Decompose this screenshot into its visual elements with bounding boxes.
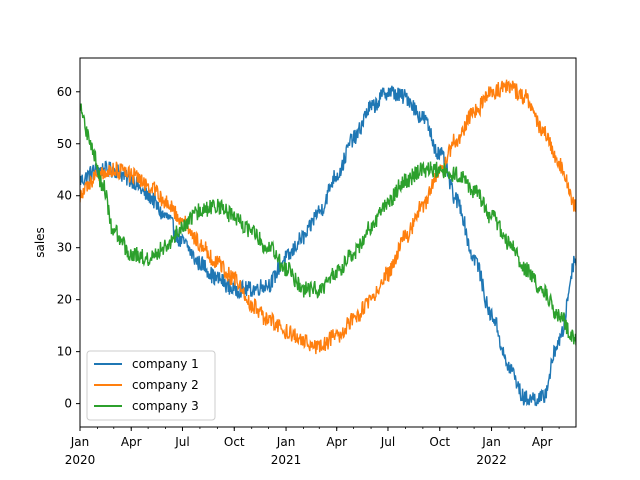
x-tick-label: Oct	[429, 435, 450, 449]
plot-lines	[80, 79, 576, 407]
axes-frame	[79, 57, 577, 428]
legend-label: company 1	[132, 357, 199, 371]
x-tick-label: Jan	[481, 435, 501, 449]
x-axis: Jan 2020 Apr Jul Oct Jan 2021 Apr Jul Oct Jan 2022 A…	[65, 427, 560, 467]
x-tick-year-label: 2020	[65, 453, 96, 467]
y-tick-label: 40	[57, 189, 72, 203]
x-tick-label: Jul	[174, 435, 189, 449]
x-tick-label: Jan	[276, 435, 296, 449]
legend-label: company 2	[132, 378, 199, 392]
legend-label: company 3	[132, 399, 199, 413]
y-axis-label: sales	[33, 227, 47, 258]
x-tick-label: Oct	[224, 435, 245, 449]
x-tick-label: Jul	[380, 435, 395, 449]
y-axis: 0 10 20 30 40 50 60	[57, 85, 80, 411]
y-tick-label: 10	[57, 345, 72, 359]
legend-box	[86, 350, 216, 421]
x-tick-label: Apr	[532, 435, 553, 449]
legend: company 1 company 2 company 3	[86, 350, 216, 421]
y-tick-label: 50	[57, 137, 72, 151]
x-tick-year-label: 2021	[271, 453, 302, 467]
y-tick-label: 60	[57, 85, 72, 99]
x-tick-year-label: 2022	[476, 453, 507, 467]
series-line-company-3	[80, 103, 576, 346]
series-line-company-2	[80, 79, 576, 355]
x-tick-label: Jan	[70, 435, 90, 449]
y-tick-label: 0	[64, 397, 72, 411]
series-line-company-1	[80, 85, 576, 407]
y-tick-label: 20	[57, 293, 72, 307]
y-tick-label: 30	[57, 241, 72, 255]
x-tick-label: Apr	[326, 435, 347, 449]
x-tick-label: Apr	[121, 435, 142, 449]
